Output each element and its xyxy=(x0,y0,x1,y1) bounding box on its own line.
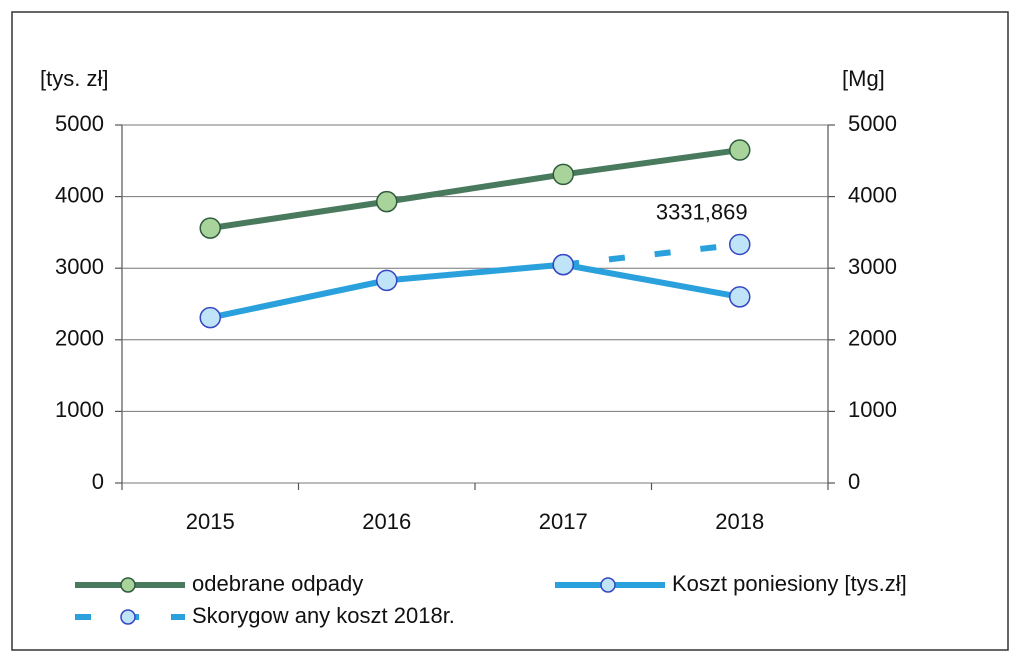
legend-marker xyxy=(120,577,136,593)
x-tick-label: 2017 xyxy=(539,509,588,534)
data-label: 3331,869 xyxy=(656,199,748,224)
x-tick-label: 2016 xyxy=(362,509,411,534)
x-tick-label: 2015 xyxy=(186,509,235,534)
frame xyxy=(11,11,1009,651)
y2-tick-label: 3000 xyxy=(848,254,897,279)
y2-tick-label: 4000 xyxy=(848,182,897,207)
series-line xyxy=(209,147,741,232)
y2-tick-label: 2000 xyxy=(848,326,897,351)
y-tick-label: 0 xyxy=(92,469,104,494)
y2-tick-label: 1000 xyxy=(848,397,897,422)
y-tick-label: 1000 xyxy=(55,397,104,422)
y-axis-title: [tys. zł] xyxy=(40,66,108,91)
marker xyxy=(552,253,574,276)
marker xyxy=(199,306,221,329)
marker xyxy=(552,163,574,186)
y2-axis-title: [Mg] xyxy=(842,66,885,91)
y-tick-label: 2000 xyxy=(55,326,104,351)
y-tick-label: 5000 xyxy=(55,111,104,136)
y-tick-label: 4000 xyxy=(55,182,104,207)
series-line xyxy=(562,241,741,268)
legend-label: odebrane odpady xyxy=(192,571,363,596)
y-tick-label: 3000 xyxy=(55,254,104,279)
marker xyxy=(376,190,398,213)
legend-marker xyxy=(120,609,136,625)
marker xyxy=(729,286,751,308)
series-line xyxy=(209,261,741,321)
marker xyxy=(199,217,221,239)
marker xyxy=(729,233,751,256)
legend-marker xyxy=(600,577,616,593)
marker xyxy=(376,269,398,292)
marker xyxy=(729,139,751,161)
x-tick-label: 2018 xyxy=(715,509,764,534)
y2-tick-label: 0 xyxy=(848,469,860,494)
legend-label: Koszt poniesiony [tys.zł] xyxy=(672,571,907,596)
legend-label: Skorygow any koszt 2018r. xyxy=(192,603,455,628)
y2-tick-label: 5000 xyxy=(848,111,897,136)
